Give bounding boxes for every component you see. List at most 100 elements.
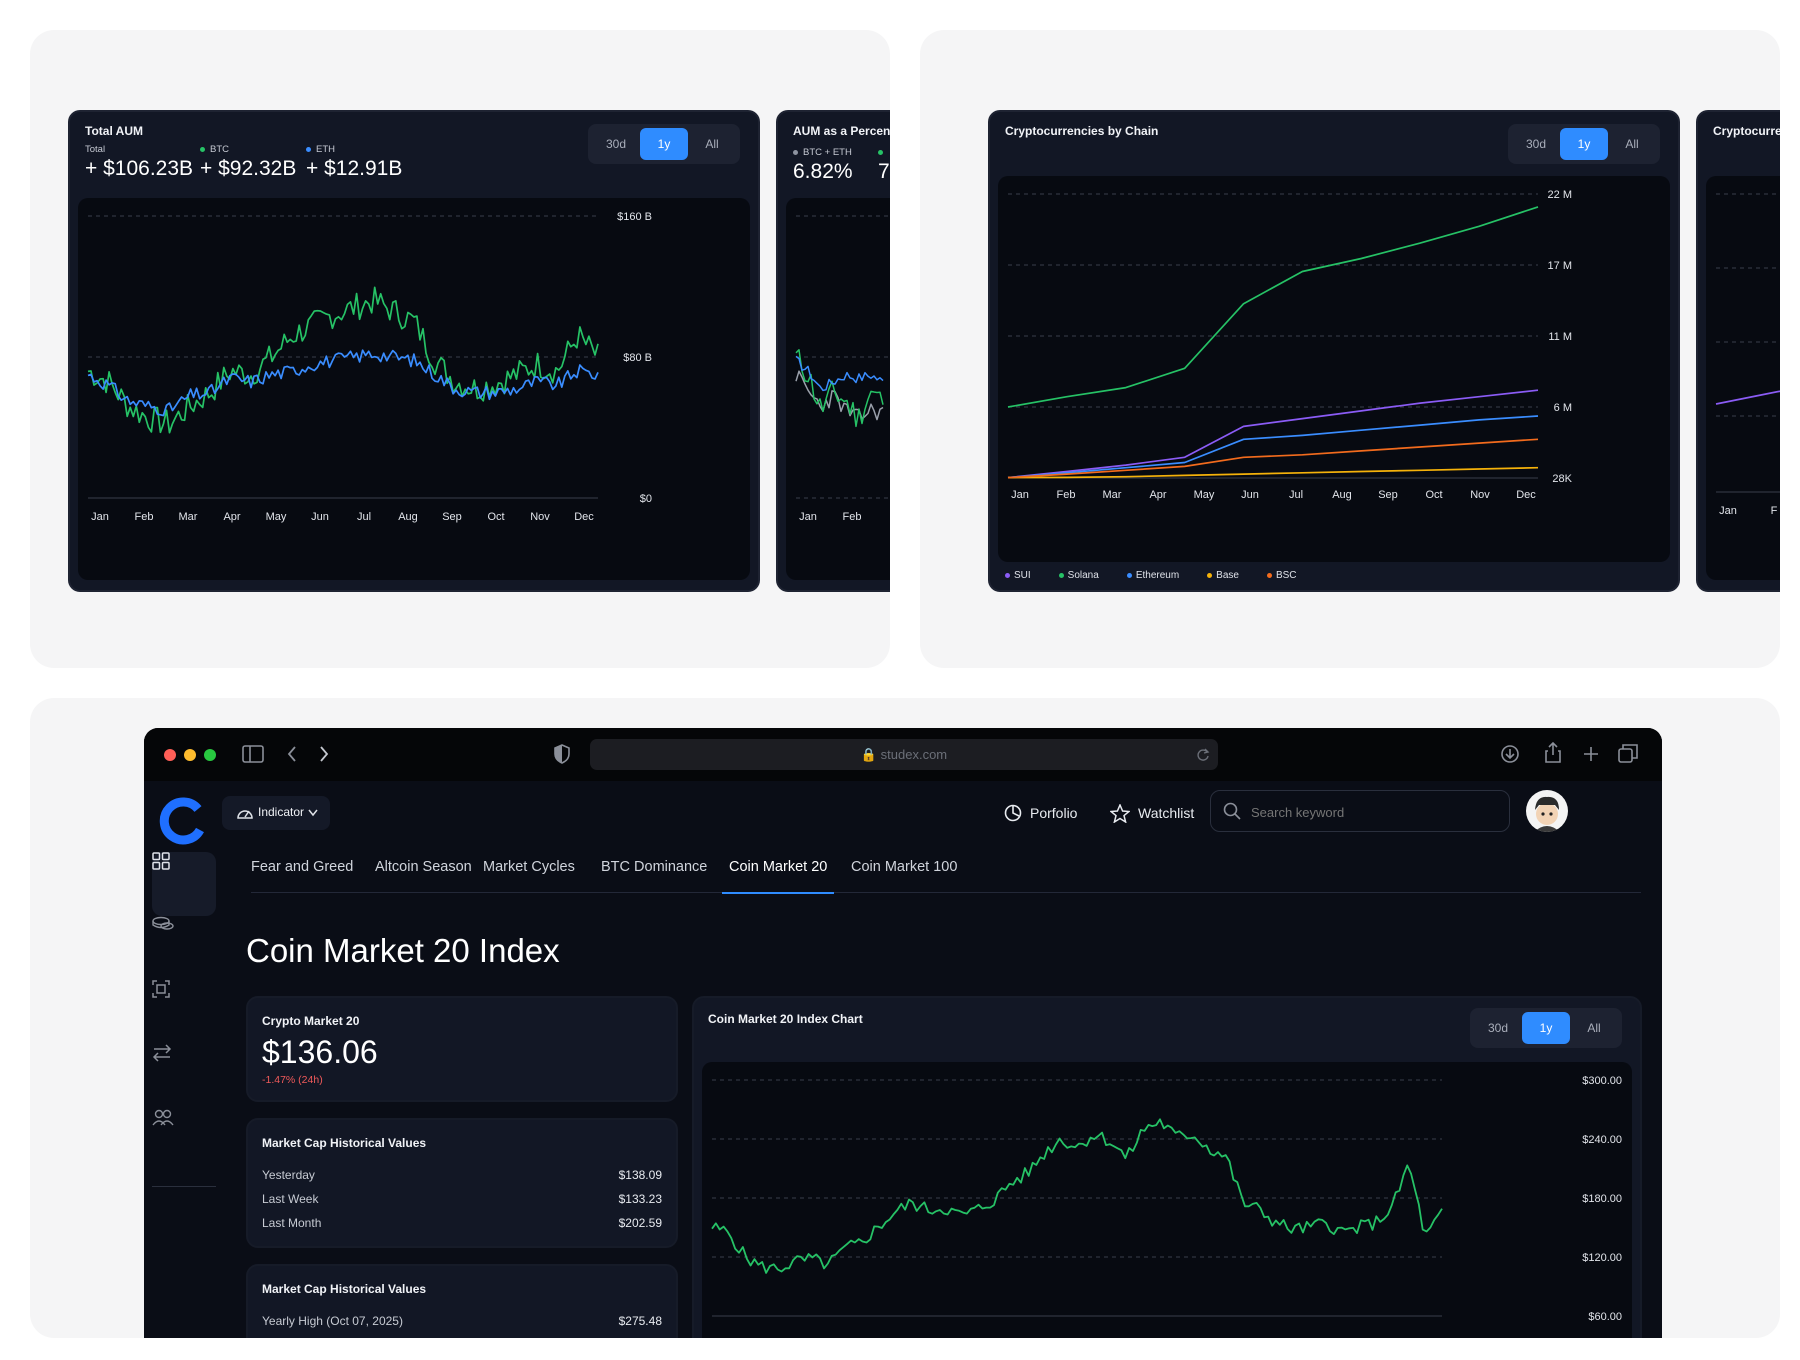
legend-dot: [793, 149, 798, 155]
range-30d-button[interactable]: 30d: [1487, 1021, 1509, 1035]
tab-btc-dominance[interactable]: BTC Dominance: [601, 859, 708, 875]
portfolio-icon: [1004, 804, 1022, 822]
x-tick-label: Jan: [799, 511, 817, 523]
watchlist-link[interactable]: Watchlist: [1110, 804, 1200, 824]
legend-dot: [1266, 572, 1272, 578]
tab-coin-market-100[interactable]: Coin Market 100: [851, 859, 958, 875]
chain-chart-area: 22 M 17 M 11 M 6 M 28K Jan Feb Mar Apr May Jun Jul A…: [998, 176, 1670, 562]
tab-market-cycles[interactable]: Market Cycles: [483, 859, 575, 875]
aum-stat-value: + $106.23B: [85, 157, 194, 180]
history-row-label: Last Week: [262, 1192, 319, 1206]
x-tick-label: Feb: [135, 511, 154, 523]
search-input[interactable]: [1249, 801, 1493, 823]
range-all-button[interactable]: All: [705, 137, 719, 151]
indicator-dropdown[interactable]: Indicator: [222, 796, 330, 830]
x-tick-label: Apr: [223, 511, 240, 523]
index-chart-card: Coin Market 20 Index Chart 30d 1y All $300…: [692, 996, 1642, 1338]
gauge-icon: [237, 810, 253, 819]
legend-label: Solana: [1067, 570, 1099, 581]
chain2-series: [1715, 390, 1780, 405]
x-tick-label: May: [266, 511, 287, 523]
tab-coin-market-20[interactable]: Coin Market 20: [722, 858, 835, 894]
sidebar-item-swap[interactable]: [152, 1044, 216, 1108]
range-1y-button[interactable]: 1y: [640, 128, 688, 160]
pct-series-grey: [795, 370, 884, 421]
x-tick-label: Jan: [1011, 489, 1029, 501]
tab-altcoin-season[interactable]: Altcoin Season: [375, 859, 472, 875]
aum-stat-value: + $12.91B: [306, 157, 403, 180]
sidebar-item-coins[interactable]: [152, 916, 216, 980]
coins-icon: [152, 916, 174, 930]
url: studex.com: [880, 747, 948, 762]
total-aum-card: Total AUM Total + $106.23B BTC + $92.32B ETH…: [68, 110, 760, 592]
x-tick-label: Mar: [179, 511, 198, 523]
search-box[interactable]: [1210, 790, 1510, 832]
aum-series-eth: [87, 349, 599, 417]
range-30d-button[interactable]: 30d: [605, 137, 627, 151]
reload-icon[interactable]: [1196, 748, 1210, 762]
y-tick-label: $160 B: [617, 211, 652, 223]
x-tick-label: Nov: [530, 511, 550, 523]
chain-card-2: Cryptocurre Jan F: [1696, 110, 1780, 592]
legend-dot: [1207, 572, 1213, 578]
x-tick-label: Nov: [1470, 489, 1490, 501]
shield-icon[interactable]: [554, 744, 570, 764]
aum-line-chart: $160 B $80 B $0 Jan Feb Mar Apr May Jun Jul Aug Sep…: [87, 211, 652, 523]
minimize-window-button[interactable]: [184, 749, 196, 761]
index-series: [711, 1118, 1443, 1274]
legend-item: Solana: [1058, 570, 1099, 581]
x-tick-label: Sep: [1378, 489, 1398, 501]
browser-panel: 🔒 studex.com Indicator Porfolio Watchlis…: [30, 698, 1780, 1338]
range-all-button[interactable]: All: [1587, 1021, 1601, 1035]
y-tick-label: $60.00: [1588, 1311, 1622, 1323]
aum-stat-value: + $92.32B: [200, 157, 297, 180]
close-window-button[interactable]: [164, 749, 176, 761]
share-icon[interactable]: [1544, 742, 1562, 764]
chain-series-base: [1007, 466, 1539, 479]
aum-stat-label-text: ETH: [316, 144, 335, 155]
history-row-value: $275.48: [618, 1314, 662, 1328]
scan-icon: [152, 980, 170, 998]
x-tick-label: Dec: [574, 511, 594, 523]
sidebar: [144, 836, 224, 1338]
range-all-button[interactable]: All: [1625, 137, 1639, 151]
address-bar[interactable]: 🔒 studex.com: [590, 739, 1218, 770]
sidebar-item-community[interactable]: [152, 1108, 216, 1172]
sidebar-item-scan[interactable]: [152, 980, 216, 1044]
sidebar-item-dashboard[interactable]: [152, 852, 216, 916]
chain2-line-chart: Jan F: [1715, 193, 1780, 517]
range-30d-button[interactable]: 30d: [1525, 137, 1547, 151]
new-tab-icon[interactable]: [1582, 745, 1600, 763]
chain-line-chart: 22 M 17 M 11 M 6 M 28K Jan Feb Mar Apr May Jun Jul A…: [1007, 189, 1573, 501]
chain-card2-title: Cryptocurre: [1713, 124, 1780, 138]
y-tick-label: $120.00: [1582, 1252, 1622, 1264]
app-logo[interactable]: [158, 796, 208, 846]
legend-label: BSC: [1275, 570, 1297, 581]
tabs-overview-icon[interactable]: [1618, 744, 1638, 764]
page-title: Coin Market 20 Index: [246, 932, 560, 969]
legend-item: Ethereum: [1126, 570, 1179, 581]
maximize-window-button[interactable]: [204, 749, 216, 761]
index-chart-area: $300.00 $240.00 $180.00 $120.00 $60.00: [702, 1062, 1632, 1338]
history-card-2: Market Cap Historical Values Yearly High…: [246, 1264, 678, 1338]
download-icon[interactable]: [1500, 744, 1520, 764]
y-tick-label: 28K: [1552, 473, 1572, 485]
watchlist-label: Watchlist: [1138, 805, 1195, 821]
range-1y-button[interactable]: 1y: [1560, 128, 1608, 160]
chain-series-ethereum: [1007, 415, 1539, 479]
range-1y-button[interactable]: 1y: [1522, 1012, 1570, 1044]
tab-fear-and-greed[interactable]: Fear and Greed: [251, 859, 354, 875]
aum-chart-area: $160 B $80 B $0 Jan Feb Mar Apr May Jun Jul Aug Sep…: [78, 198, 750, 580]
aum-percent-label2: [878, 147, 888, 158]
forward-icon[interactable]: [318, 745, 330, 763]
sidebar-toggle-icon[interactable]: [242, 745, 264, 763]
chain-panel: Cryptocurrencies by Chain 30d 1y All 22 M 1…: [920, 30, 1780, 668]
price-value: $136.06: [262, 1034, 378, 1070]
price-card-label: Crypto Market 20: [262, 1014, 360, 1028]
history-row-label: Yesterday: [262, 1168, 315, 1182]
x-tick-label: Mar: [1103, 489, 1122, 501]
back-icon[interactable]: [286, 745, 298, 763]
avatar[interactable]: [1526, 790, 1568, 832]
legend-item: SUI: [1005, 570, 1031, 581]
aum-panel: Total AUM Total + $106.23B BTC + $92.32B ETH…: [30, 30, 890, 668]
